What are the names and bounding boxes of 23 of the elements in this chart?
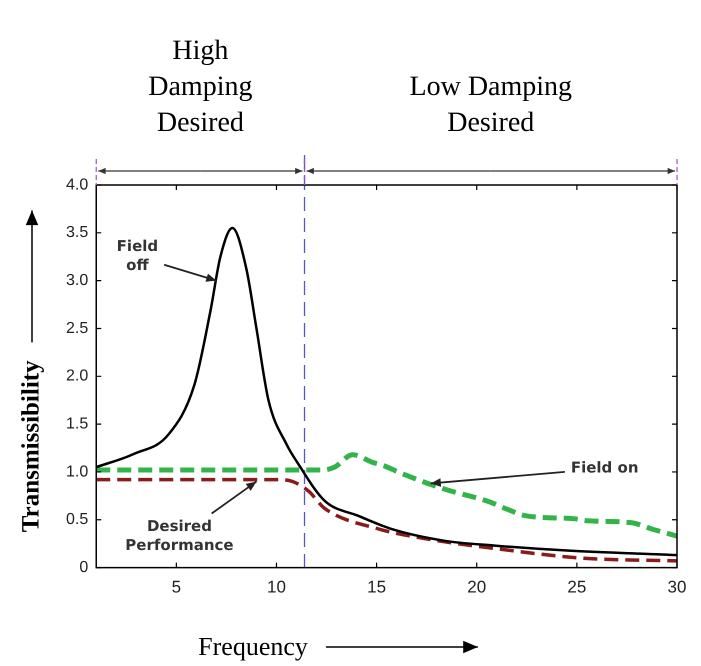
line-series (96, 478, 677, 563)
x-tick-label: 10 (267, 577, 286, 596)
y-tick-label: 2.5 (66, 320, 88, 337)
x-tick-label: 20 (467, 577, 486, 596)
text: High Damping Desired (148, 35, 252, 138)
y-tick-label: 1.5 (66, 416, 88, 433)
x-tick-label: 15 (367, 577, 386, 596)
annotation: Field on (570, 458, 639, 476)
text: Low Damping Desired (409, 71, 572, 138)
y-tick-label: 2.0 (66, 368, 88, 385)
y-tick-label: 1.0 (66, 463, 88, 480)
y-tick-label: 0.5 (66, 511, 88, 528)
y-tick-label: 0 (79, 559, 88, 576)
x-tick-label: 5 (172, 577, 182, 596)
y-tick-label: 4.0 (66, 176, 88, 194)
y-tick-label: 3.0 (66, 272, 88, 290)
annotation: Desired Performance (125, 516, 234, 554)
x-tick-label: 25 (567, 577, 586, 596)
y-tick-label: 3.5 (66, 224, 88, 242)
x-axis-title: Frequency (198, 632, 308, 661)
y-axis-title: Transmissibility (17, 360, 44, 532)
annotation: Field off (116, 237, 158, 274)
x-tick-label: 30 (668, 577, 686, 596)
